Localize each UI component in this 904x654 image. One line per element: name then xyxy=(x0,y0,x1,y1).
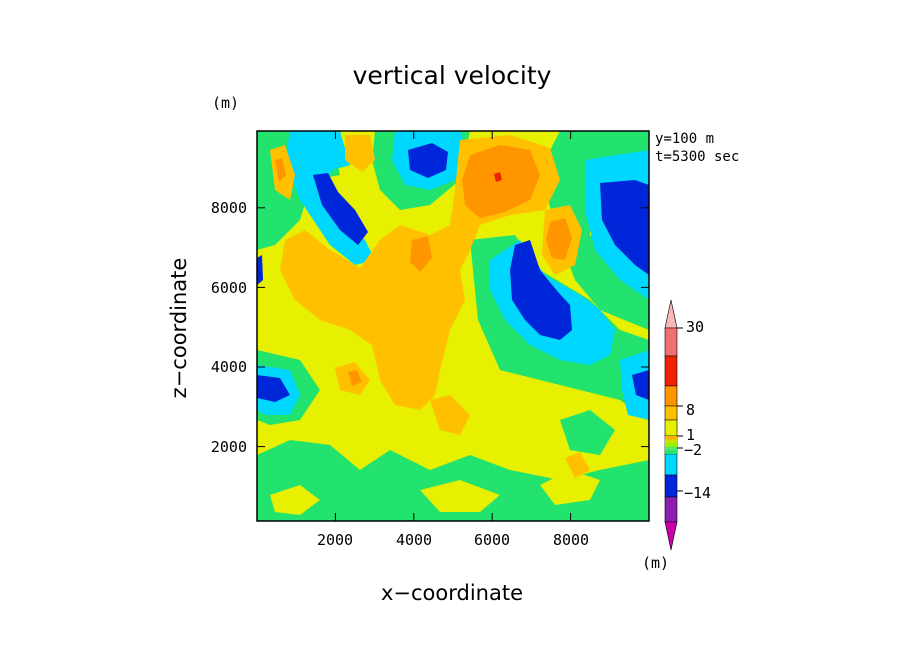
z-tick-label: 2000 xyxy=(211,438,247,456)
colorbar-segment xyxy=(664,496,678,523)
contour-region-red xyxy=(494,172,502,182)
colorbar-fine-segment xyxy=(665,443,677,447)
colorbar-label: 8 xyxy=(686,401,695,419)
colorbar-fine-segment xyxy=(665,436,677,440)
contour-region-yellow xyxy=(540,470,600,505)
colorbar-fine-segment xyxy=(665,439,677,444)
colorbar-segment xyxy=(664,405,678,421)
colorbar-label: −2 xyxy=(684,441,702,459)
colorbar-segment xyxy=(664,474,678,498)
z-axis-label: z−coordinate xyxy=(167,258,191,399)
contour-region-yellow xyxy=(420,480,500,512)
chart-title: vertical velocity xyxy=(353,61,552,90)
contour-region-blue xyxy=(632,370,649,400)
annotation-time: t=5300 sec xyxy=(655,149,739,165)
colorbar-segment xyxy=(664,419,678,437)
colorbar-fine-segment xyxy=(665,446,677,451)
contour-region-green xyxy=(330,490,375,515)
contour-region-orange xyxy=(410,236,432,272)
colorbar-fine-segment xyxy=(665,450,677,454)
colorbar-label: 1 xyxy=(686,426,695,444)
contour-region-green xyxy=(560,410,615,455)
contour-region-orange xyxy=(462,145,540,218)
colorbar-segment xyxy=(664,355,678,387)
colorbar-segment xyxy=(664,299,678,329)
plot-frame xyxy=(256,130,650,522)
x-axis-label: x−coordinate xyxy=(381,581,523,605)
colorbar-segment xyxy=(664,327,678,357)
x-tick-marks xyxy=(334,131,572,521)
z-tick-label: 8000 xyxy=(211,199,247,217)
colorbar-segment xyxy=(664,521,678,551)
x-tick-label: 2000 xyxy=(317,531,353,549)
contour-region-blue xyxy=(313,173,368,245)
contour-region-light-orange xyxy=(430,395,470,435)
annotation-y-position: y=100 m xyxy=(655,131,714,147)
z-unit-label: (m) xyxy=(212,94,239,112)
contour-region-orange xyxy=(546,218,572,260)
x-tick-label: 8000 xyxy=(553,531,589,549)
colorbar-tick-marks xyxy=(677,327,683,492)
contour-region-light-orange xyxy=(345,135,375,172)
x-tick-label: 4000 xyxy=(396,531,432,549)
contour-region-yellow xyxy=(270,485,320,515)
colorbar xyxy=(664,299,678,551)
colorbar-label: 30 xyxy=(686,318,704,336)
colorbar-unit-label: (m) xyxy=(642,554,669,572)
contour-region-orange xyxy=(348,370,362,386)
contour-region-blue xyxy=(257,375,290,402)
x-tick-label: 6000 xyxy=(474,531,510,549)
contour-region-blue xyxy=(257,255,263,285)
contour-field xyxy=(257,131,649,521)
contour-region-blue xyxy=(408,143,448,178)
colorbar-label: −14 xyxy=(684,484,711,502)
z-tick-label: 6000 xyxy=(211,279,247,297)
colorbar-segment xyxy=(664,453,678,476)
z-tick-label: 4000 xyxy=(211,358,247,376)
contour-region-blue xyxy=(600,180,649,275)
colorbar-segment xyxy=(664,385,678,407)
contour-region-blue xyxy=(510,240,572,340)
z-tick-marks xyxy=(257,207,649,448)
contour-region-light-orange xyxy=(565,452,590,478)
contour-region-orange xyxy=(275,158,286,182)
